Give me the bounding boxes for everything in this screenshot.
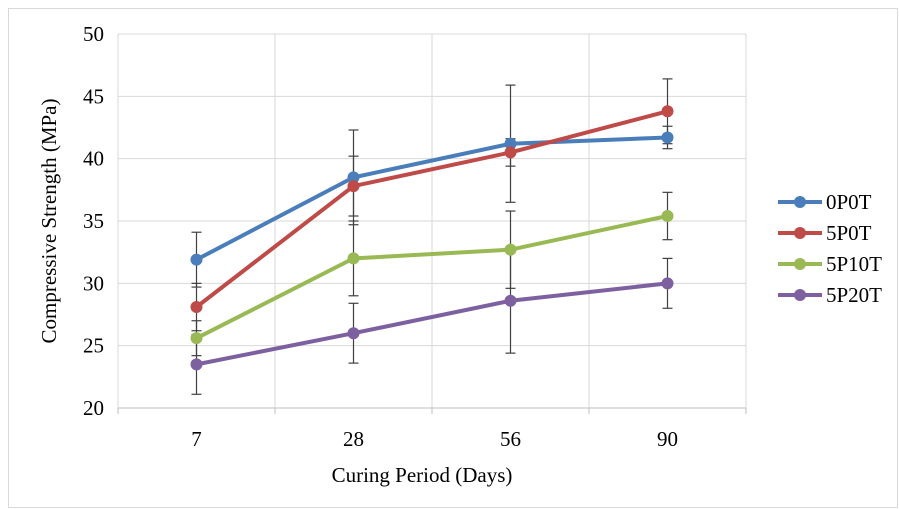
x-tick-label: 90 xyxy=(657,427,678,451)
data-point-5p0t xyxy=(347,180,360,193)
series-line-5p20t xyxy=(194,281,670,367)
data-point-0p0t xyxy=(661,131,674,144)
y-axis: 20 25 30 35 40 45 50 xyxy=(83,22,104,420)
y-tick-label: 35 xyxy=(83,209,104,233)
series-lines xyxy=(190,105,674,371)
x-tick-label: 56 xyxy=(500,427,521,451)
series-line-5p0t xyxy=(194,109,670,310)
legend-label-5p20t: 5P20T xyxy=(826,283,882,307)
y-tick-label: 40 xyxy=(83,147,104,171)
data-point-5p10t xyxy=(190,332,203,345)
data-point-0p0t xyxy=(347,171,360,184)
data-point-5p20t xyxy=(504,294,517,307)
y-tick-label: 25 xyxy=(83,334,104,358)
series-line-5p10t xyxy=(194,214,670,341)
x-tick-label: 7 xyxy=(191,427,202,451)
y-tick-label: 30 xyxy=(83,271,104,295)
legend-label-5p10t: 5P10T xyxy=(826,252,882,276)
plot-area xyxy=(117,407,747,414)
data-point-5p10t xyxy=(661,210,674,223)
data-point-5p20t xyxy=(190,358,203,371)
x-tick-label: 28 xyxy=(343,427,364,451)
y-axis-title: Compressive Strength (MPa) xyxy=(37,99,61,344)
chart-frame xyxy=(8,8,898,508)
y-tick-label: 20 xyxy=(83,396,104,420)
legend-label-5p0t: 5P0T xyxy=(826,221,872,245)
data-point-5p0t xyxy=(190,301,203,314)
legend-marker xyxy=(794,258,806,270)
data-point-5p0t xyxy=(504,146,517,159)
series-line-0p0t xyxy=(194,135,670,262)
data-point-5p10t xyxy=(504,243,517,256)
x-axis-title: Curing Period (Days) xyxy=(332,463,513,487)
x-axis: 7 28 56 90 xyxy=(191,427,678,451)
legend: 0P0T 5P0T 5P10T 5P20T xyxy=(778,190,882,307)
legend-marker xyxy=(794,289,806,301)
y-tick-label: 50 xyxy=(83,22,104,46)
data-point-5p20t xyxy=(347,327,360,340)
data-point-5p20t xyxy=(661,277,674,290)
data-point-0p0t xyxy=(504,137,517,150)
legend-marker xyxy=(794,227,806,239)
y-tick-label: 45 xyxy=(83,84,104,108)
data-point-5p0t xyxy=(661,105,674,118)
data-point-0p0t xyxy=(190,253,203,266)
data-point-5p10t xyxy=(347,252,360,265)
legend-marker xyxy=(794,196,806,208)
legend-label-0p0t: 0P0T xyxy=(826,190,872,214)
